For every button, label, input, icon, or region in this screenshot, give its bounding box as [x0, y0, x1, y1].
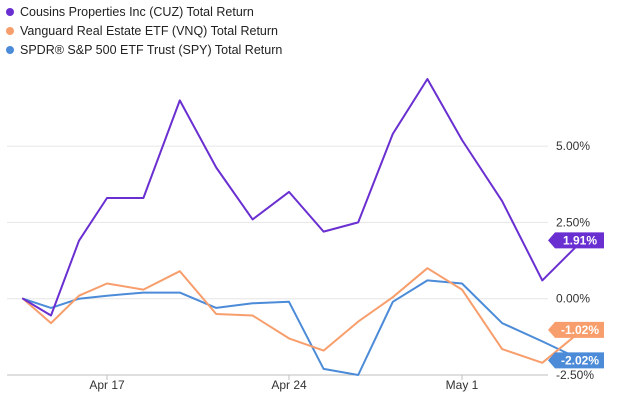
legend-marker-cuz	[6, 7, 14, 16]
legend-item-cuz[interactable]: Cousins Properties Inc (CUZ) Total Retur…	[6, 2, 282, 21]
chart-legend: Cousins Properties Inc (CUZ) Total Retur…	[6, 2, 282, 59]
legend-marker-spy	[6, 45, 14, 54]
y-tick-label: 0.00%	[556, 292, 590, 306]
series-line-cuz	[22, 78, 584, 317]
end-value-label-cuz: 1.91%	[563, 233, 597, 247]
legend-item-spy[interactable]: SPDR® S&P 500 ETF Trust (SPY) Total Retu…	[6, 40, 282, 59]
x-tick-label: Apr 17	[89, 378, 125, 392]
x-tick-label: Apr 24	[271, 378, 307, 392]
end-value-tag-cuz	[548, 232, 604, 249]
y-tick-label: 5.00%	[556, 139, 590, 153]
end-value-tag-vnq	[548, 321, 604, 338]
end-value-tag-spy	[548, 352, 604, 369]
legend-label-vnq: Vanguard Real Estate ETF (VNQ) Total Ret…	[20, 23, 278, 38]
legend-label-cuz: Cousins Properties Inc (CUZ) Total Retur…	[20, 4, 254, 19]
legend-item-vnq[interactable]: Vanguard Real Estate ETF (VNQ) Total Ret…	[6, 21, 282, 40]
y-tick-label: 2.50%	[556, 215, 590, 229]
end-value-label-vnq: -1.02%	[561, 323, 599, 337]
legend-label-spy: SPDR® S&P 500 ETF Trust (SPY) Total Retu…	[20, 42, 283, 57]
x-tick-label: May 1	[446, 378, 479, 392]
series-line-spy	[22, 279, 584, 376]
end-value-label-spy: -2.02%	[561, 353, 599, 367]
legend-marker-vnq	[6, 26, 14, 35]
y-tick-label: -2.50%	[556, 368, 594, 382]
series-line-vnq	[22, 267, 584, 364]
